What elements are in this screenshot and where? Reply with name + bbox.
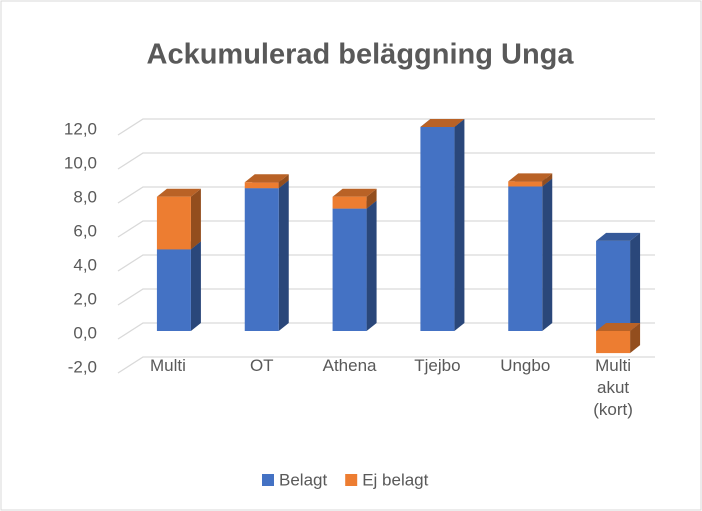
bar (596, 331, 631, 354)
bar (332, 208, 367, 331)
grid-line (117, 118, 655, 136)
bar (508, 186, 543, 331)
grid-line (117, 152, 655, 170)
bar-top (244, 174, 289, 183)
x-tick-label: Multi akut (kort) (593, 356, 633, 419)
grid-line (117, 322, 655, 340)
y-tick-label: 12,0 (64, 119, 97, 138)
bar-side (278, 180, 289, 331)
bar-side (366, 188, 377, 209)
bar-side (190, 188, 201, 250)
bar (508, 181, 543, 187)
bar-side (542, 178, 553, 331)
bar (156, 249, 191, 331)
x-tick-label: Multi (149, 356, 186, 375)
bar-top (420, 119, 465, 127)
y-tick-label: -2,0 (68, 357, 97, 376)
bar-side (630, 232, 641, 331)
grid-line (117, 288, 655, 306)
bar (244, 182, 279, 189)
bar (420, 127, 455, 331)
grid-line (117, 186, 655, 204)
y-tick-label: 4,0 (73, 255, 97, 274)
x-tick-label: OT (249, 356, 274, 375)
bar-top (596, 232, 641, 241)
grid-line (117, 220, 655, 238)
bar-side (454, 119, 465, 331)
y-tick-label: 0,0 (73, 323, 97, 342)
x-tick-label: Tjejbo (414, 356, 461, 375)
y-tick-label: 8,0 (73, 187, 97, 206)
legend-swatch (345, 474, 358, 486)
grid-line (117, 356, 655, 374)
bar (244, 188, 279, 331)
bar (596, 240, 631, 331)
bar-side (542, 173, 553, 187)
x-tick-label: Ungbo (500, 356, 551, 375)
legend-swatch (262, 474, 274, 486)
bar-side (278, 174, 289, 189)
y-tick-label: 6,0 (73, 221, 97, 240)
y-tick-label: 10,0 (64, 153, 97, 172)
bar-side (190, 241, 201, 331)
bar-top (508, 173, 553, 182)
legend-label: Ej belagt (362, 470, 428, 489)
y-tick-label: 2,0 (73, 289, 97, 308)
bar-top (596, 323, 641, 331)
legend-label: Belagt (279, 470, 327, 489)
bar-side (630, 323, 641, 354)
grid-line (117, 254, 655, 272)
bar (156, 196, 191, 250)
bar-top (332, 188, 377, 197)
x-tick-label: Athena (322, 356, 377, 375)
bar-top (156, 188, 201, 197)
chart-title: Ackumulerad beläggning Unga (147, 39, 575, 71)
bar-side (366, 200, 377, 331)
bar (332, 196, 367, 209)
